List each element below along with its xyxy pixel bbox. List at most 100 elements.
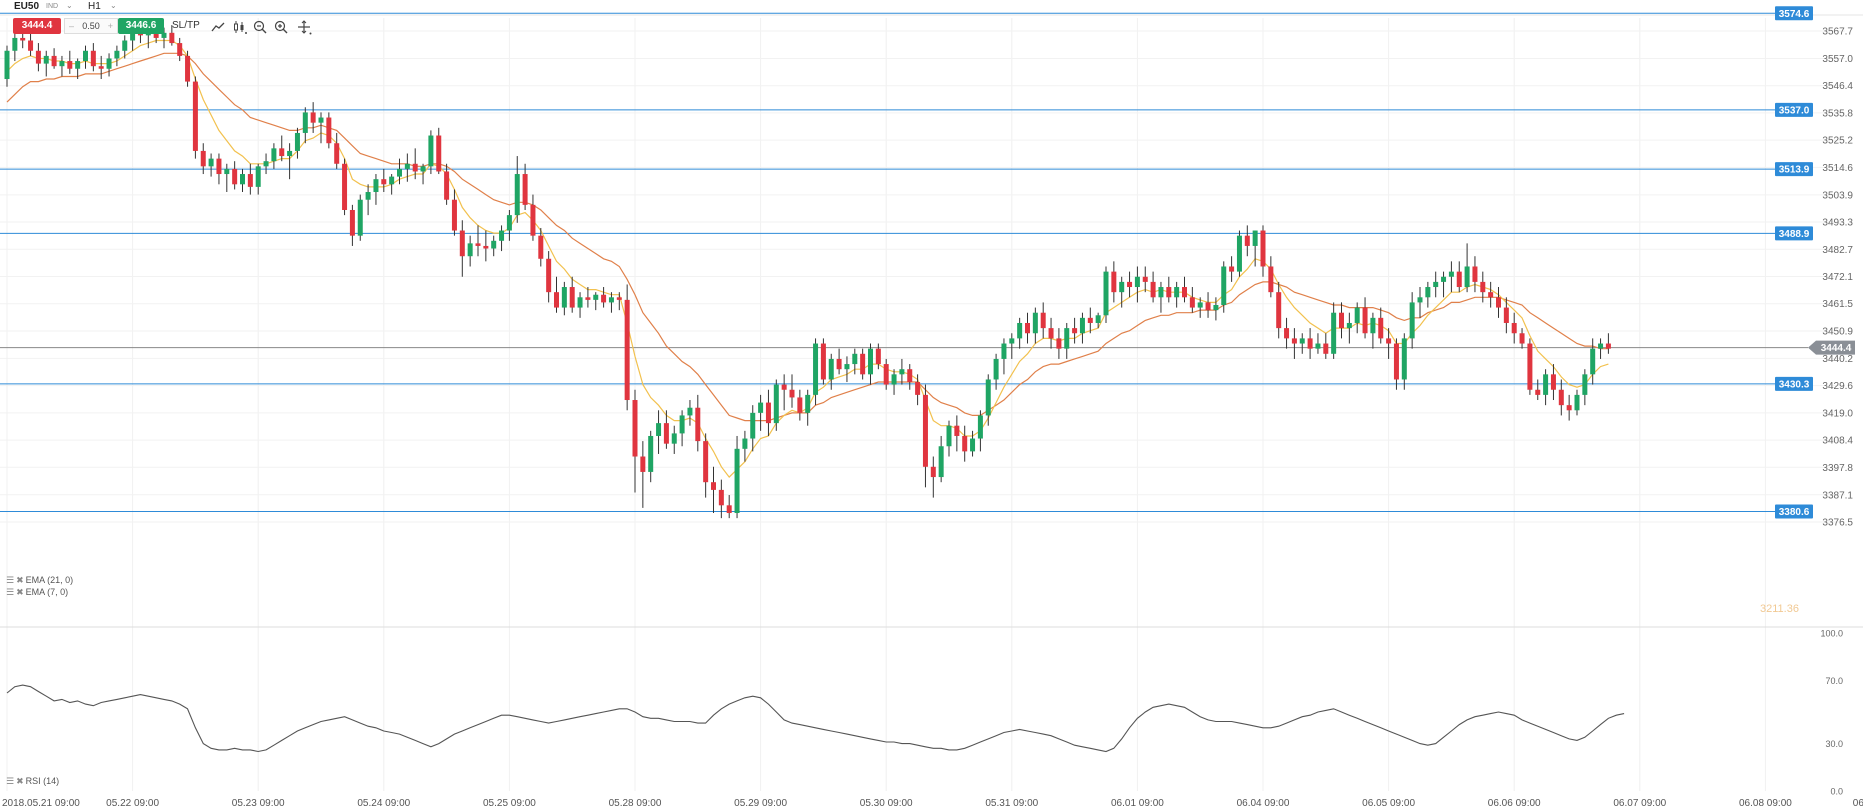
rsi-legend[interactable]: ☰ ✖ RSI (14) (6, 776, 59, 787)
candle-up (985, 379, 991, 416)
candle-down (546, 258, 552, 293)
candle-up (1213, 305, 1219, 311)
candle-up (12, 37, 18, 51)
symbol-header: EU50 IND ⌄ H1 ⌄ (0, 0, 1863, 15)
level-tag (1775, 6, 1813, 21)
crosshair-icon[interactable] (296, 19, 312, 35)
close-icon[interactable]: ✖ (16, 776, 24, 786)
price-tick-label: 3429.6 (1822, 381, 1853, 392)
candle-down (624, 299, 630, 401)
candle-down (216, 158, 222, 175)
candle-down (616, 297, 622, 300)
ema7-legend[interactable]: ☰ ✖ EMA (7, 0) (6, 587, 68, 598)
current-price-tag (1808, 340, 1855, 355)
candle-down (1127, 281, 1133, 288)
candle-down (711, 482, 716, 490)
candle-down (1150, 281, 1156, 298)
sell-button[interactable]: 3444.4 (13, 18, 61, 34)
lot-size-value[interactable]: 0.50 (82, 21, 100, 31)
lot-decrease-button[interactable]: – (69, 21, 75, 31)
candle-up (1448, 271, 1454, 277)
candle-up (1425, 287, 1431, 298)
candle-up (1315, 343, 1321, 349)
close-icon[interactable]: ✖ (16, 587, 24, 597)
candle-up (1574, 394, 1580, 411)
lot-increase-button[interactable]: + (107, 21, 113, 31)
ema21-label: EMA (21, 0) (25, 575, 74, 585)
candle-type-icon[interactable] (232, 19, 248, 35)
sl-tp-button[interactable]: SL/TP (172, 20, 200, 31)
candle-up (868, 348, 873, 375)
candle-down (1496, 297, 1501, 308)
time-tick-label: 05.31 09:00 (985, 798, 1038, 809)
candle-up (1221, 266, 1227, 306)
price-tick-label: 3472.1 (1822, 272, 1853, 283)
candle-down (585, 297, 591, 300)
candle-up (687, 407, 693, 416)
ema21-legend[interactable]: ☰ ✖ EMA (21, 0) (6, 575, 73, 586)
time-tick-label: 06.06 09:00 (1488, 798, 1541, 809)
time-tick-label: 05.23 09:00 (232, 798, 285, 809)
candle-up (389, 176, 395, 185)
candle-down (1323, 343, 1329, 354)
zoom-in-icon[interactable] (273, 19, 289, 35)
candle-up (1354, 307, 1360, 323)
menu-icon[interactable]: ☰ (6, 776, 15, 786)
timeframe-chevron-icon[interactable]: ⌄ (110, 1, 117, 10)
candle-up (428, 135, 434, 167)
menu-icon[interactable]: ☰ (6, 587, 15, 597)
candle-up (420, 166, 426, 172)
price-tick-label: 3503.9 (1822, 190, 1853, 201)
candle-up (357, 199, 363, 236)
candle-down (459, 230, 465, 257)
candle-up (506, 215, 512, 231)
candle-down (153, 30, 159, 38)
close-icon[interactable]: ✖ (16, 575, 24, 585)
candle-up (1032, 312, 1038, 334)
symbol-name[interactable]: EU50 (14, 1, 40, 12)
candle-up (899, 369, 905, 375)
candle-up (1346, 322, 1352, 329)
price-tick-label: 3557.0 (1822, 54, 1853, 65)
candle-down (342, 163, 348, 210)
candle-up (773, 384, 779, 424)
time-tick-label: 05.22 09:00 (106, 798, 159, 809)
candle-up (208, 158, 214, 167)
candle-up (828, 358, 834, 380)
level-label: 3430.3 (1779, 379, 1810, 390)
lot-stepper[interactable]: – 0.50 + (64, 18, 118, 34)
zoom-out-icon[interactable] (252, 19, 268, 35)
rsi-pane: 100.0 70.0 30.0 0.0 (6, 629, 1843, 797)
candle-up (404, 163, 410, 169)
candle-up (1299, 338, 1305, 344)
candle-down (1276, 292, 1282, 329)
candle-down (962, 435, 968, 452)
line-draw-icon[interactable] (210, 19, 226, 35)
candle-down (1566, 405, 1572, 411)
candle-down (90, 50, 96, 67)
symbol-dropdown-chevron-icon[interactable]: ⌄ (66, 1, 73, 10)
candle-down (247, 174, 253, 187)
candle-down (1260, 230, 1266, 267)
price-tick-label: 3525.2 (1822, 136, 1853, 147)
candle-down (1378, 317, 1384, 339)
time-tick-label: 05.28 09:00 (609, 798, 662, 809)
buy-button[interactable]: 3446.6 (118, 18, 164, 34)
candle-down (1291, 338, 1297, 344)
candle-down (279, 148, 285, 157)
candle-down (1605, 343, 1611, 349)
candle-down (836, 358, 842, 370)
candle-down (169, 32, 175, 44)
candle-up (648, 435, 654, 472)
timeframe-selector[interactable]: H1 (88, 1, 101, 12)
candle-down (1519, 333, 1525, 344)
candle-down (185, 55, 191, 82)
candle-down (789, 389, 795, 398)
candle-up (1095, 315, 1101, 323)
candle-up (1331, 312, 1337, 354)
menu-icon[interactable]: ☰ (6, 575, 15, 585)
candle-down (1268, 266, 1274, 293)
candle-down (1025, 322, 1030, 334)
candle-down (326, 117, 332, 144)
